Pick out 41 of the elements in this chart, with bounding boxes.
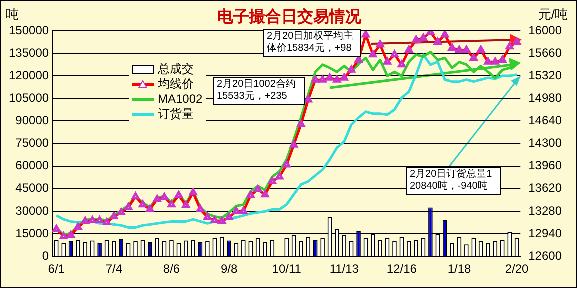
y2-tick-label: 14980 [528,90,562,105]
legend-label: 均线价 [158,77,194,91]
y-tick-label: 60000 [16,158,50,173]
y-axis-title: 吨 [6,6,19,24]
y2-axis-title: 元/吨 [538,6,568,24]
y-tick-label: 75000 [16,136,50,150]
annotation: 2月20日1002合约15533元，+235 [213,77,305,105]
y2-tick-label: 15320 [528,68,562,82]
x-tick-label: 10/11 [272,262,302,276]
x-tick-label: 1/18 [448,262,472,276]
x-tick-label: 6/1 [48,262,66,276]
x-tick-label: 7/4 [106,262,123,276]
legend-label: 订货量 [158,107,194,121]
x-tick-label: 12/16 [386,262,418,276]
y-tick-label: 0 [42,248,50,263]
y-tick-label: 150000 [8,23,50,38]
y-tick-label: 45000 [16,181,50,196]
y2-tick-label: 12940 [528,226,562,240]
y-tick-label: 120000 [8,68,50,82]
y2-tick-label: 13280 [528,204,562,218]
annotation: 2月20日加权平均主体价15834元，+98 [263,29,361,57]
y2-tick-label: 15660 [528,46,562,60]
x-tick-label: 11/13 [330,262,360,276]
x-tick-label: 2/20 [505,262,530,276]
annotation: 2月20日订货总量120840吨，-940吨 [406,167,501,195]
y2-tick-label: 16000 [528,23,562,38]
y-tick-label: 90000 [16,114,50,128]
x-tick-label: 9/8 [220,262,238,276]
x-tick-label: 8/6 [163,262,180,276]
y-tick-label: 105000 [8,90,50,105]
y2-tick-label: 14640 [528,114,562,128]
y-tick-label: 30000 [16,204,50,218]
y2-tick-label: 14300 [528,136,562,150]
y-tick-label: 135000 [8,46,50,60]
y2-tick-label: 13960 [528,158,562,173]
chart-title: 电子撮合日交易情况 [218,9,362,26]
y2-tick-label: 13620 [528,181,562,196]
y-tick-label: 15000 [16,226,50,240]
legend-label: MA1002 [158,92,203,106]
legend-label: 总成交 [158,62,194,76]
y2-tick-label: 12600 [528,248,562,263]
